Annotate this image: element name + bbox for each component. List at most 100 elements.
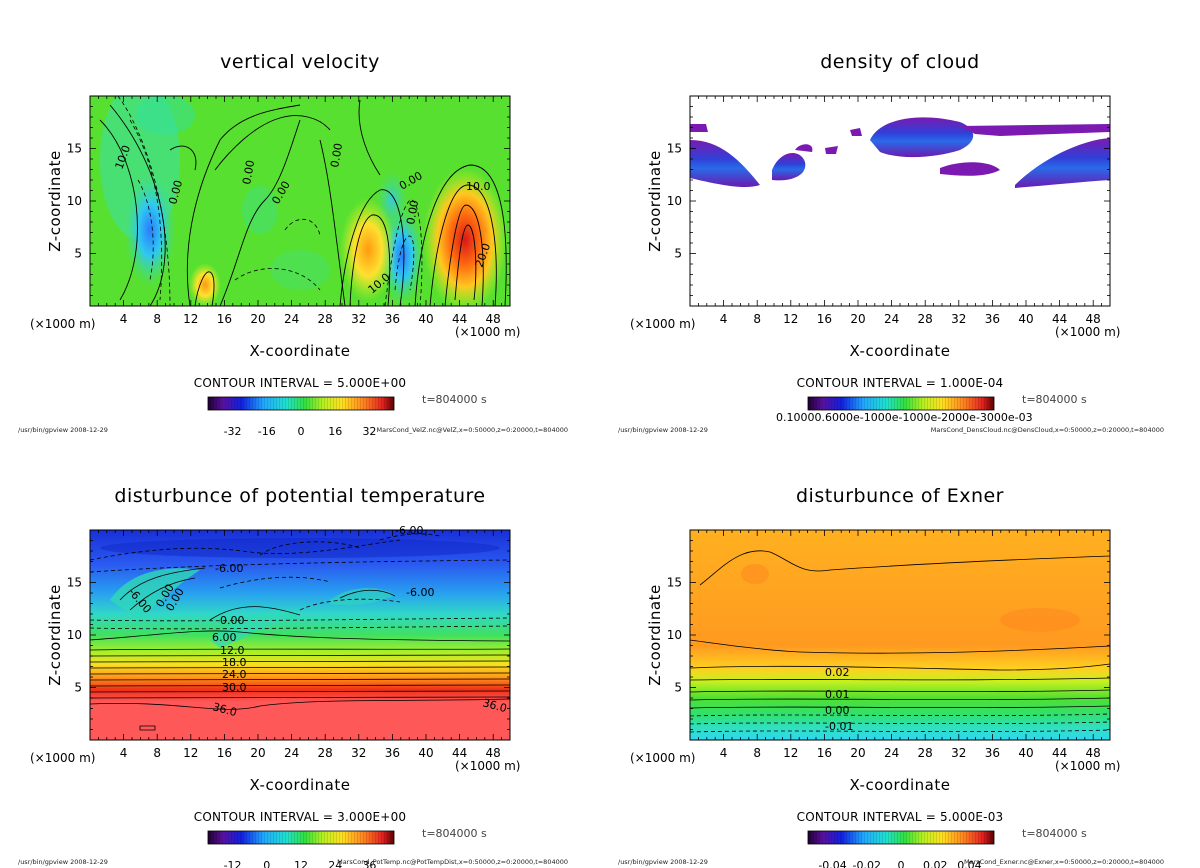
contour-label: 18.0 — [222, 656, 247, 669]
y-tick-label: 15 — [67, 576, 82, 590]
x-tick-label: 8 — [753, 746, 761, 760]
y-tick-label: 5 — [674, 681, 682, 695]
x-tick-label: 28 — [318, 746, 333, 760]
colorbar-tick-label: -32 — [224, 425, 242, 438]
colorbar-ticks-overlapped: 0.10000.6000e-1000e-1000e-2000e-3000e-03 — [776, 411, 1033, 424]
x-tick-label: 16 — [217, 746, 232, 760]
y-tick-label: 10 — [667, 194, 682, 208]
x-tick-label: 48 — [486, 312, 501, 326]
x-tick-label: 48 — [1086, 746, 1101, 760]
contour-label: 0.00 — [328, 142, 345, 168]
colorbar-tick-label: 0 — [263, 859, 270, 868]
colorbar-ticks: -0.04 -0.02 0 0.02 0.04 — [818, 859, 981, 868]
colorbar-tick-label: -16 — [258, 425, 276, 438]
y-axis-label: Z-coordinate — [646, 150, 664, 251]
contour-label: 36.0 — [481, 696, 508, 715]
x-tick-label: 36 — [985, 312, 1000, 326]
contour-field — [90, 96, 510, 306]
contour-label: 36.0 — [211, 700, 238, 719]
y-axis-label: Z-coordinate — [46, 584, 64, 685]
y-tick-label: 5 — [74, 247, 82, 261]
x-tick-label: 28 — [318, 312, 333, 326]
x-tick-label: 48 — [486, 746, 501, 760]
footer-right: MarsCond_DensCloud.nc@DensCloud,x=0:5000… — [931, 426, 1164, 434]
contour-field — [90, 530, 510, 740]
contour-label: 0.00 — [240, 159, 257, 185]
x-tick-label: 16 — [817, 312, 832, 326]
x-tick-label: 40 — [418, 746, 433, 760]
colorbar-tick-label: 32 — [362, 425, 376, 438]
x-axis-label: X-coordinate — [250, 342, 351, 360]
y-tick-label: 15 — [67, 142, 82, 156]
contour-interval: CONTOUR INTERVAL = 5.000E-03 — [797, 810, 1004, 824]
footer-left: /usr/bin/gpview 2008-12-29 — [18, 426, 108, 434]
colorbar-tick-label: 0 — [298, 425, 305, 438]
x-tick-label: 4 — [120, 312, 128, 326]
colorbar-divisions — [208, 831, 394, 844]
y-tick-label: 10 — [67, 194, 82, 208]
y-axis-label: Z-coordinate — [646, 584, 664, 685]
contour-label: 6.00 — [212, 631, 237, 644]
x-tick-label: 36 — [385, 312, 400, 326]
colorbar-ticks: -32 -16 0 16 32 — [224, 425, 377, 438]
x-tick-label: 48 — [1086, 312, 1101, 326]
colorbar-tick-label: 16 — [328, 425, 342, 438]
contour-interval: CONTOUR INTERVAL = 1.000E-04 — [797, 376, 1004, 390]
contour-label: -0.01 — [825, 720, 853, 733]
x-tick-label: 24 — [284, 312, 299, 326]
x-tick-label: 36 — [985, 746, 1000, 760]
footer-right: MarsCond_VelZ.nc@VelZ,x=0:50000,z=0:2000… — [377, 426, 568, 434]
x-tick-label: 12 — [183, 746, 198, 760]
footer-left: /usr/bin/gpview 2008-12-29 — [618, 426, 708, 434]
colorbar-tick-label: 24 — [328, 859, 342, 868]
x-unit-left: (×1000 m) — [30, 751, 95, 765]
contour-label: 0.00 — [166, 179, 185, 206]
x-tick-label: 12 — [183, 312, 198, 326]
contour-label: -6.00 — [215, 562, 243, 575]
x-unit-right: (×1000 m) — [1055, 759, 1120, 773]
time-label: t=804000 s — [422, 393, 487, 406]
colorbar-tick-label: 12 — [294, 859, 308, 868]
panel-density-of-cloud: density of cloud 4 8 12 16 20 24 28 32 36 40 44 485… — [618, 51, 1164, 434]
colorbar-divisions — [208, 397, 394, 410]
x-unit-left: (×1000 m) — [630, 751, 695, 765]
contour-interval: CONTOUR INTERVAL = 5.000E+00 — [194, 376, 407, 390]
colorbar-divisions — [808, 397, 994, 410]
contour-label: 10.0 — [466, 180, 491, 193]
x-tick-label: 16 — [817, 746, 832, 760]
footer-left: /usr/bin/gpview 2008-12-29 — [618, 858, 708, 866]
contour-label: 24.0 — [222, 668, 247, 681]
chart-title: disturbunce of Exner — [796, 485, 1004, 507]
colorbar-ticks: -12 0 12 24 36 — [224, 859, 377, 868]
footer-left: /usr/bin/gpview 2008-12-29 — [18, 858, 108, 866]
contour-field — [690, 530, 1110, 740]
contour-label: 0.00 — [404, 199, 421, 225]
chart-title: vertical velocity — [220, 51, 380, 73]
x-tick-label: 4 — [720, 312, 728, 326]
x-tick-label: 32 — [351, 746, 366, 760]
x-tick-label: 36 — [385, 746, 400, 760]
panel-vertical-velocity: vertical velocity — [18, 51, 568, 438]
colorbar-tick-label: 0.04 — [957, 859, 982, 868]
x-unit-left: (×1000 m) — [630, 317, 695, 331]
contour-label: 0.00 — [825, 704, 850, 717]
x-tick-label: 32 — [951, 746, 966, 760]
x-tick-label: 40 — [1018, 746, 1033, 760]
x-unit-right: (×1000 m) — [455, 325, 520, 339]
colorbar-tick-label: -0.02 — [853, 859, 881, 868]
x-tick-label: 20 — [850, 746, 865, 760]
x-tick-label: 32 — [951, 312, 966, 326]
panel-potential-temperature: disturbunce of potential temperature — [18, 485, 568, 868]
contour-label: 12.0 — [220, 644, 245, 657]
contour-label: 0.02 — [825, 666, 850, 679]
time-label: t=804000 s — [422, 827, 487, 840]
contour-label: 30.0 — [222, 681, 247, 694]
y-tick-label: 15 — [667, 142, 682, 156]
time-label: t=804000 s — [1022, 827, 1087, 840]
x-tick-label: 40 — [418, 312, 433, 326]
